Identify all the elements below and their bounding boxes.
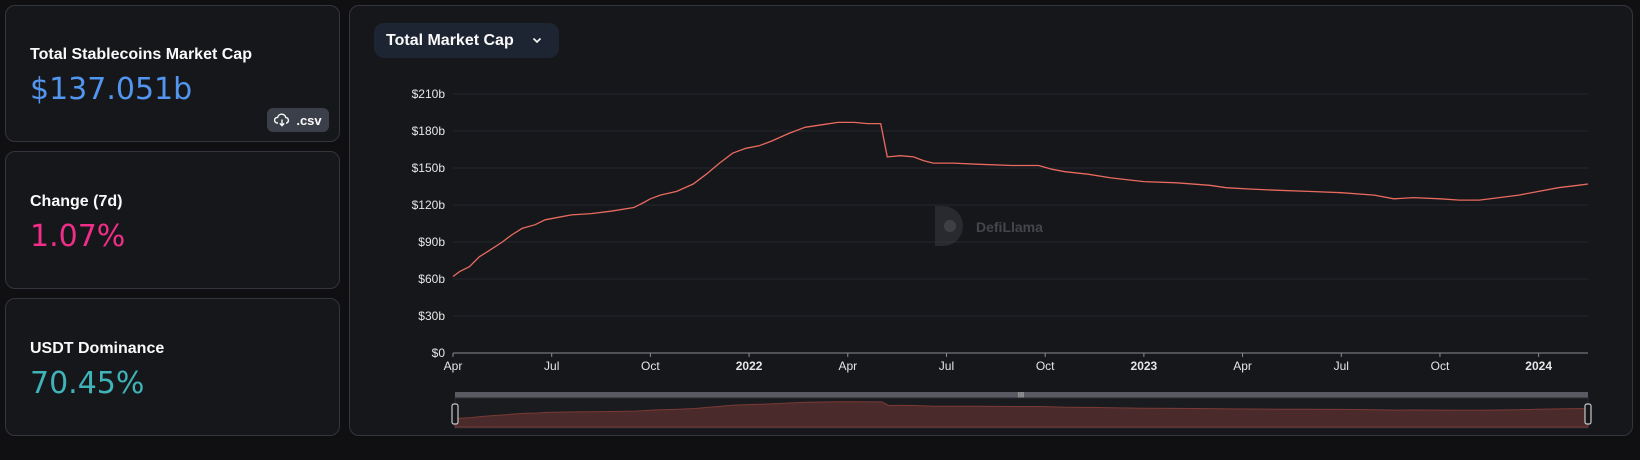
chevron-down-icon	[532, 37, 541, 44]
download-csv-button[interactable]: .csv	[267, 108, 329, 132]
change-card: Change (7d) 1.07%	[5, 151, 340, 289]
chart-type-label: Total Market Cap	[386, 31, 514, 49]
change-title: Change (7d)	[30, 193, 123, 210]
change-value: 1.07%	[30, 219, 126, 254]
chart-card: Total Market Cap	[349, 5, 1633, 436]
market-cap-value: $137.051b	[30, 72, 193, 107]
dominance-value: 70.45%	[30, 366, 145, 401]
market-cap-title: Total Stablecoins Market Cap	[30, 46, 252, 63]
cloud-download-icon	[274, 113, 290, 127]
dominance-card: USDT Dominance 70.45%	[5, 298, 340, 436]
chart-type-dropdown[interactable]: Total Market Cap	[374, 23, 559, 58]
dominance-title: USDT Dominance	[30, 340, 165, 357]
csv-button-label: .csv	[296, 112, 322, 128]
market-cap-card: Total Stablecoins Market Cap $137.051b .…	[5, 5, 340, 142]
